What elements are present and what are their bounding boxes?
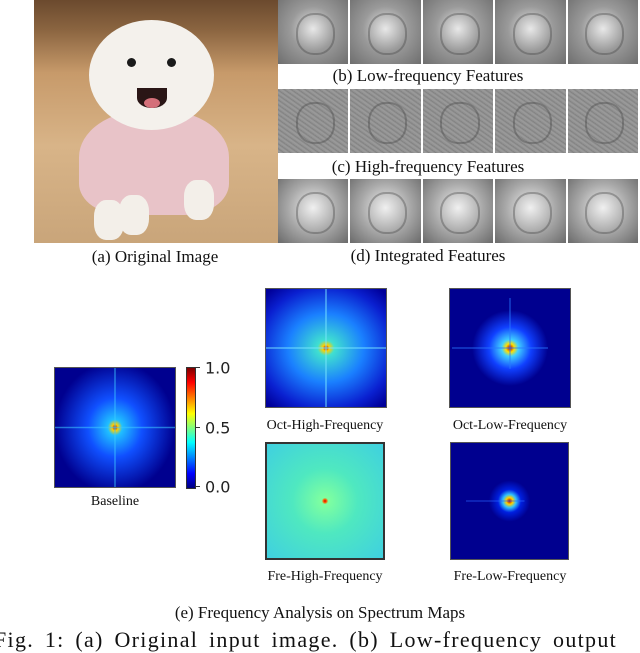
original-dog-image (34, 0, 278, 243)
fre-high-frequency-map (265, 442, 385, 560)
caption-b: (b) Low-frequency Features (332, 66, 524, 85)
colorbar (186, 367, 196, 489)
feature-tile (567, 0, 639, 64)
feature-tile (495, 179, 566, 243)
high-frequency-strip (278, 89, 640, 153)
feature-tile (350, 179, 421, 243)
caption-d: (d) Integrated Features (350, 246, 506, 265)
dog-head (89, 20, 214, 130)
feature-tile (350, 0, 421, 64)
baseline-spectrum-map (54, 367, 176, 488)
fre-high-frequency-label: Fre-High-Frequency (267, 569, 383, 584)
dog-leg (184, 180, 214, 220)
baseline-label: Baseline (90, 494, 140, 509)
dog-tongue (144, 98, 160, 108)
feature-tile (495, 89, 566, 153)
feature-tile (278, 89, 349, 153)
dog-eye (127, 58, 136, 67)
low-frequency-strip (278, 0, 640, 64)
feature-tile (422, 179, 494, 243)
oct-high-frequency-map (265, 288, 387, 408)
colorbar-tick (195, 427, 200, 428)
fre-low-frequency-map (450, 442, 569, 560)
caption-a: (a) Original Image (91, 247, 219, 266)
oct-high-frequency-label: Oct-High-Frequency (266, 418, 384, 433)
colorbar-tick-label: 1.0 (205, 358, 231, 378)
fre-low-frequency-label: Fre-Low-Frequency (453, 569, 567, 584)
integrated-strip (278, 179, 640, 243)
dog-leg (119, 195, 149, 235)
colorbar-tick-label: 0.5 (205, 418, 231, 438)
colorbar-tick-label: 0.0 (205, 477, 231, 497)
caption-e: (e) Frequency Analysis on Spectrum Maps (174, 603, 466, 622)
feature-tile (567, 89, 639, 153)
dog-leg (94, 200, 124, 240)
colorbar-tick (195, 486, 200, 487)
feature-tile (422, 0, 494, 64)
oct-low-frequency-map (449, 288, 571, 408)
feature-tile (278, 179, 349, 243)
dog-eye (167, 58, 176, 67)
colorbar-tick (195, 367, 200, 368)
figure-caption: Fig. 1: (a) Original input image. (b) Lo… (0, 627, 618, 652)
oct-low-frequency-label: Oct-Low-Frequency (452, 418, 568, 433)
feature-tile (278, 0, 349, 64)
feature-tile (567, 179, 639, 243)
caption-c: (c) High-frequency Features (331, 157, 525, 176)
feature-tile (350, 89, 421, 153)
feature-tile (422, 89, 494, 153)
feature-tile (495, 0, 566, 64)
